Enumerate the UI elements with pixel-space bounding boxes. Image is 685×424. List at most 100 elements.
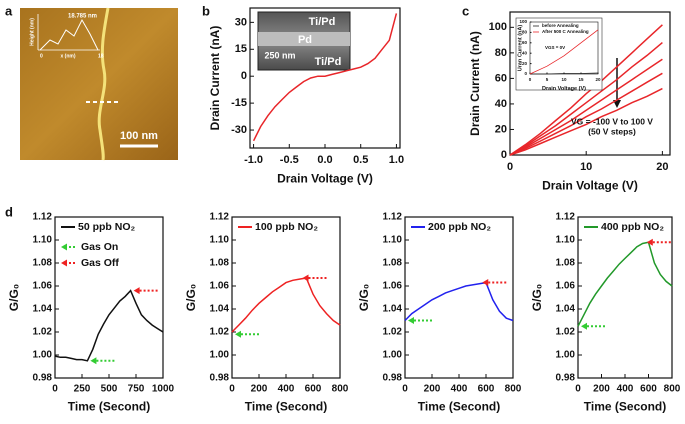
event-arrow-head [482, 279, 489, 287]
legend-label: Gas Off [81, 257, 119, 269]
x-tick-label: 0 [402, 384, 408, 395]
x-tick-label: 10 [561, 77, 567, 82]
nanowire [97, 7, 110, 161]
x-tick-label: -0.5 [280, 154, 299, 166]
inset-ylabel: Height (nm) [29, 18, 35, 46]
x-tick-label: -1.0 [244, 154, 263, 166]
y-tick-label: 1.06 [383, 281, 403, 292]
x-tick-label: 400 [617, 384, 634, 395]
x-tick-label: 20 [656, 161, 668, 173]
data-line [529, 29, 599, 75]
inset-tick: 0 [40, 53, 43, 59]
event-arrow-head [408, 317, 414, 324]
x-tick-label: 600 [478, 384, 495, 395]
y-tick-label: 1.12 [383, 212, 403, 223]
y-tick-label: 0.98 [383, 373, 403, 384]
x-tick-label: 200 [424, 384, 441, 395]
x-axis-label: Time (Second) [584, 399, 666, 413]
y-tick-label: 1.02 [383, 327, 403, 338]
y-tick-label: 1.06 [556, 281, 576, 292]
y-axis-label: Drain Current (nA) [208, 26, 222, 131]
annotation: VG = -100 V to 100 V [571, 116, 653, 126]
event-arrow-head [133, 287, 140, 295]
gate-arrowhead [613, 100, 621, 108]
data-line [404, 281, 514, 322]
y-tick-label: 1.04 [556, 304, 576, 315]
x-tick-label: 0 [52, 384, 58, 395]
x-tick-label: 15 [578, 77, 584, 82]
x-tick-label: 800 [332, 384, 349, 395]
data-line [231, 277, 341, 333]
y-tick-label: 15 [235, 43, 247, 55]
y-tick-label: -30 [231, 124, 247, 136]
event-arrow-head [235, 330, 241, 338]
x-tick-label: 10 [580, 161, 592, 173]
x-axis-label: Time (Second) [68, 399, 150, 413]
x-tick-label: 1000 [152, 384, 175, 395]
y-axis-label: Uran Current (nA) [517, 25, 523, 72]
y-tick-label: 80 [522, 30, 528, 35]
x-tick-label: 0 [529, 77, 532, 82]
legend-arrow-head [61, 243, 67, 251]
y-tick-label: 20 [495, 123, 507, 135]
y-tick-label: 1.02 [556, 327, 576, 338]
y-axis-label: G/G₀ [7, 284, 21, 311]
y-tick-label: 1.10 [383, 235, 403, 246]
y-axis-label: G/G₀ [357, 284, 371, 311]
panel-label: b [202, 3, 210, 18]
x-axis-label: Drain Voltage (V) [542, 86, 586, 92]
x-tick-label: 400 [451, 384, 468, 395]
y-tick-label: 1.04 [210, 304, 230, 315]
event-arrow-head [581, 322, 587, 330]
data-line [252, 13, 398, 142]
annotation: (50 V steps) [588, 126, 636, 136]
data-line [509, 24, 663, 156]
y-tick-label: 1.08 [383, 258, 403, 269]
y-tick-label: 0 [241, 70, 247, 82]
x-tick-label: 0 [575, 384, 581, 395]
inset-value: 18.785 nm [68, 14, 97, 20]
inset-background [515, 17, 603, 91]
y-tick-label: 40 [495, 98, 507, 110]
y-tick-label: 100 [519, 19, 527, 24]
sem-label: Pd [298, 34, 312, 46]
scale-bar-label: 100 nm [120, 130, 158, 142]
data-line [509, 58, 663, 156]
legend-label: before Annealing [542, 23, 579, 28]
sem-label: Ti/Pd [315, 56, 342, 68]
afm-image [20, 7, 178, 161]
y-tick-label: 80 [495, 47, 507, 59]
y-tick-label: 1.12 [556, 212, 576, 223]
y-tick-label: 1.00 [33, 350, 53, 361]
x-tick-label: 600 [305, 384, 322, 395]
x-tick-label: 250 [74, 384, 91, 395]
x-tick-label: 200 [593, 384, 610, 395]
x-tick-label: 500 [101, 384, 118, 395]
sem-inset [257, 11, 351, 71]
y-axis-label: G/G₀ [184, 284, 198, 311]
x-tick-label: 20 [595, 77, 601, 82]
y-tick-label: 20 [522, 61, 528, 66]
y-tick-label: 1.02 [33, 327, 53, 338]
event-arrow-head [646, 238, 653, 246]
panel-label: d [5, 204, 13, 219]
x-axis-label: Drain Voltage (V) [542, 178, 638, 192]
height-profile [39, 18, 99, 51]
data-line [54, 289, 164, 362]
legend-label: 50 ppb NO₂ [78, 221, 136, 233]
y-tick-label: 40 [522, 50, 528, 55]
x-tick-label: 200 [251, 384, 268, 395]
x-tick-label: 5 [546, 77, 549, 82]
y-tick-label: 60 [495, 72, 507, 84]
y-tick-label: 1.10 [210, 235, 230, 246]
legend-label: Gas On [81, 241, 118, 253]
data-line [509, 87, 663, 156]
y-tick-label: 0.98 [210, 373, 230, 384]
sem-electrode [258, 32, 350, 46]
y-tick-label: 30 [235, 16, 247, 28]
y-tick-label: 1.12 [210, 212, 230, 223]
event-arrow-head [302, 274, 309, 282]
y-axis-label: G/G₀ [530, 284, 544, 311]
data-line [577, 241, 673, 327]
